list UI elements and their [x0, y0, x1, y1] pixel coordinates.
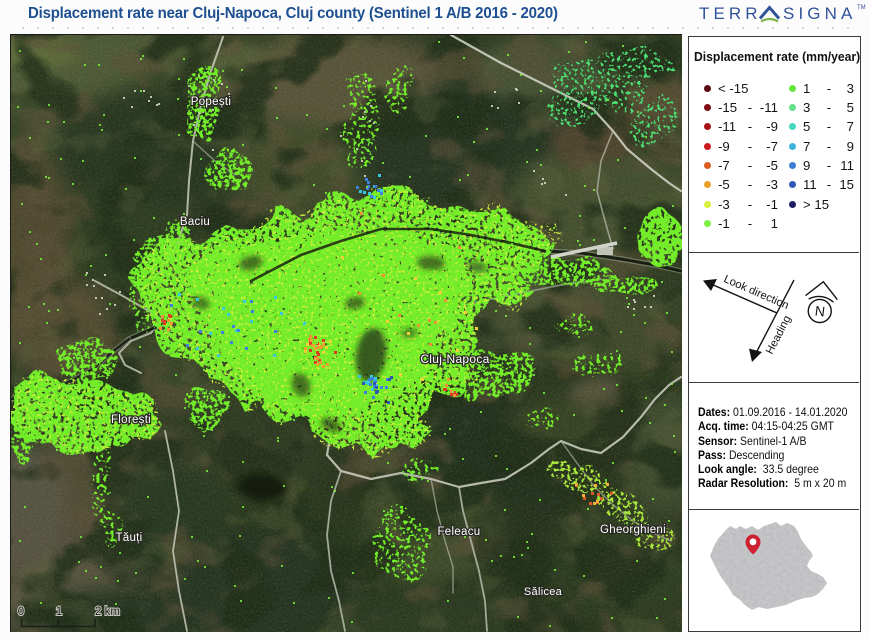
svg-text:1: 1: [55, 606, 61, 618]
svg-text:Tăuți: Tăuți: [115, 532, 142, 544]
svg-text:Sălicea: Sălicea: [523, 586, 562, 598]
svg-text:Cluj-Napoca: Cluj-Napoca: [420, 352, 489, 366]
svg-text:2 km: 2 km: [95, 606, 120, 618]
svg-text:Baciu: Baciu: [179, 216, 209, 228]
svg-text:Feleacu: Feleacu: [437, 526, 480, 538]
svg-text:Popești: Popești: [190, 96, 230, 108]
svg-text:Heading: Heading: [764, 314, 794, 357]
svg-text:TM: TM: [857, 5, 866, 11]
svg-text:0: 0: [17, 606, 23, 618]
svg-text:SIGNA: SIGNA: [783, 4, 856, 23]
svg-text:Florești: Florești: [110, 414, 150, 426]
svg-text:Gheorghieni: Gheorghieni: [600, 524, 666, 536]
svg-text:TERR: TERR: [699, 4, 762, 23]
svg-text:N: N: [814, 302, 826, 319]
